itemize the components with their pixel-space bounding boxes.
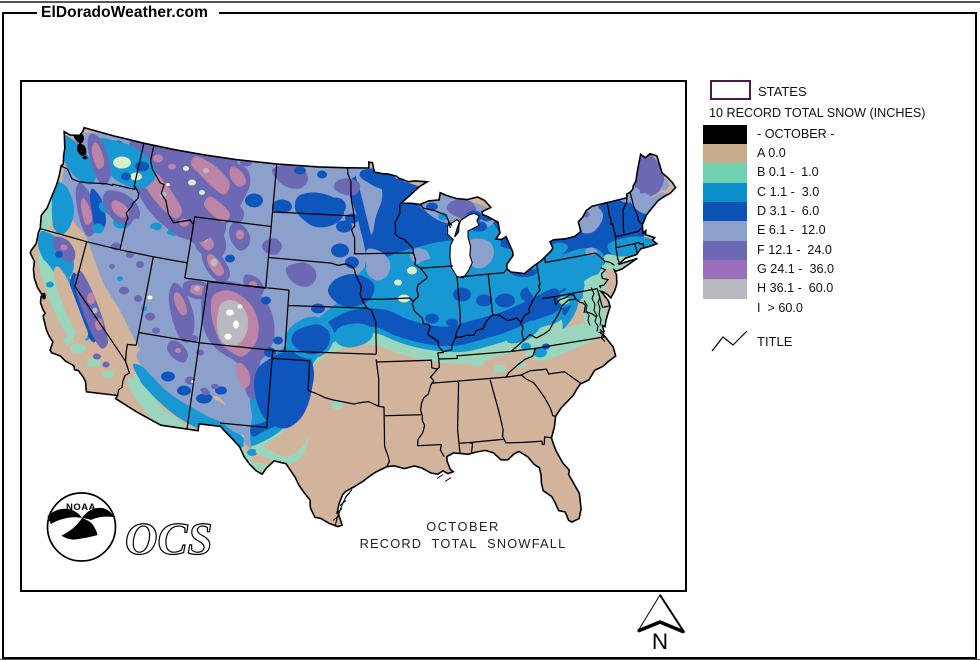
svg-text:OCS: OCS <box>125 514 213 564</box>
svg-text:NOAA: NOAA <box>66 502 96 513</box>
